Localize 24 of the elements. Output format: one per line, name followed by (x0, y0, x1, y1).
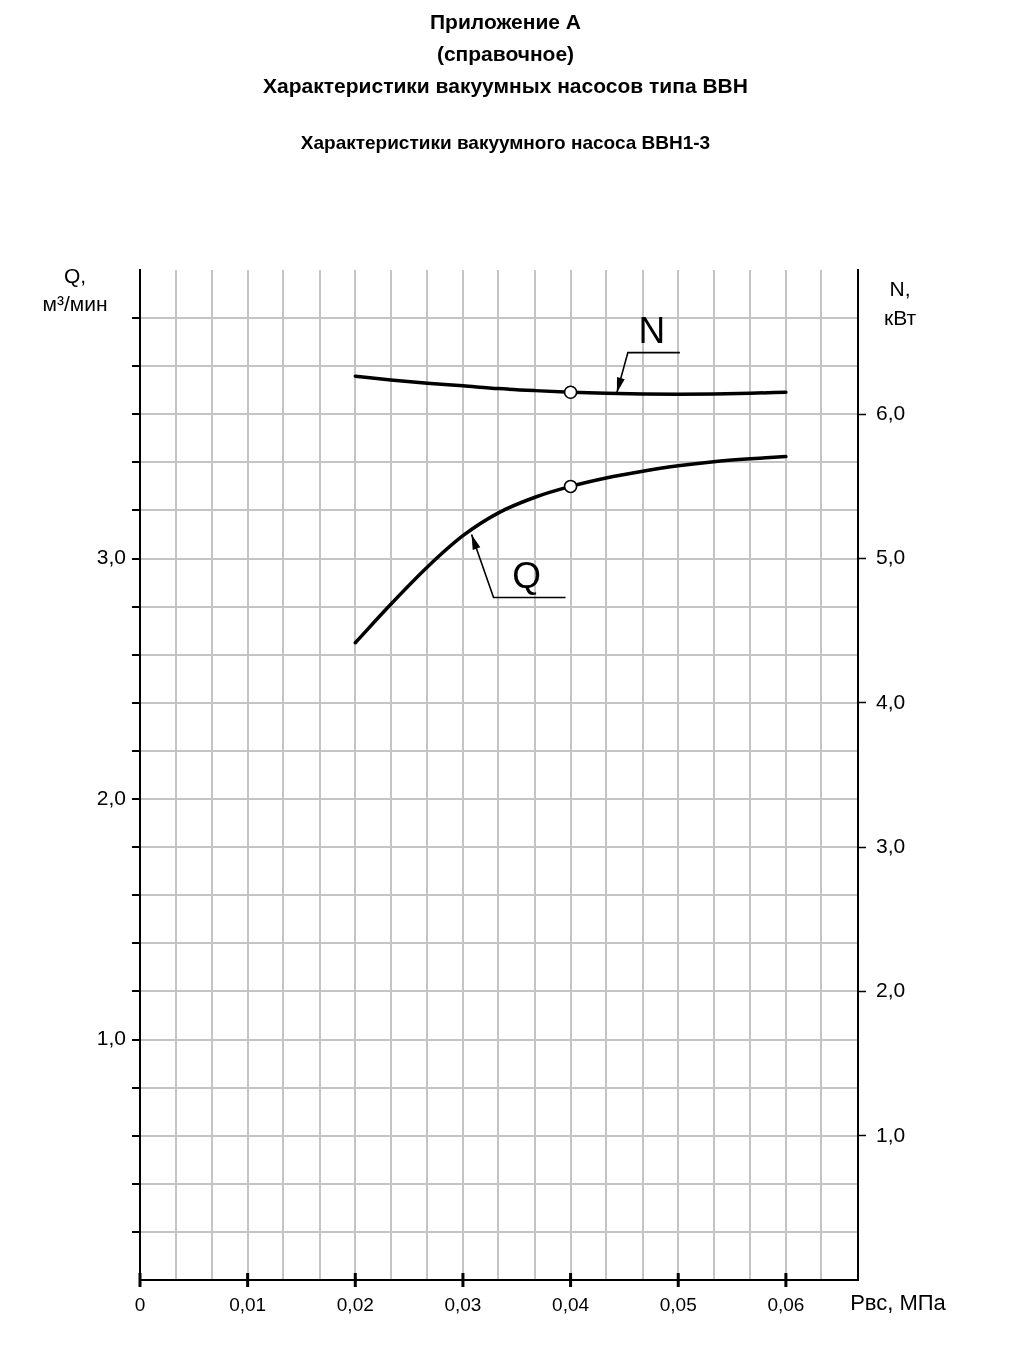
y-axis-title: Q, м³/мин (42, 263, 108, 315)
y2-tick-label: 3,0 (876, 833, 906, 857)
y2-tick-label: 2,0 (876, 978, 906, 1002)
x-tick-label: 0,02 (336, 1293, 374, 1315)
annotation: Q (512, 554, 541, 596)
y2-tick-label: 6,0 (876, 401, 906, 425)
y2-tick-label: 4,0 (876, 689, 906, 713)
chart-title: Приложение А (справочное) Характеристики вакуумных насосов типа ВВН (262, 9, 749, 99)
x-tick-label: 0,04 (552, 1293, 590, 1315)
x-tick-label: 0,05 (659, 1293, 697, 1315)
chart-subtitle: Характеристики вакуумного насоса ВВН1-3 (299, 131, 712, 155)
x-axis-title: Рвс, МПа (850, 1290, 947, 1316)
x-tick-label: 0,06 (767, 1293, 805, 1315)
y-tick-label: 1,0 (96, 1026, 126, 1050)
x-tick-label: 0,03 (444, 1293, 482, 1315)
y2-axis-title: N, кВт (883, 276, 917, 329)
x-tick-label: 0,01 (229, 1293, 267, 1315)
annotation: N (638, 309, 666, 351)
y-tick-label: 2,0 (96, 785, 126, 809)
x-tick-label: 0 (134, 1293, 146, 1315)
y-tick-label: 3,0 (96, 545, 126, 569)
line-series (353, 454, 788, 645)
y2-tick-label: 1,0 (876, 1122, 906, 1146)
y2-tick-label: 5,0 (876, 545, 906, 569)
